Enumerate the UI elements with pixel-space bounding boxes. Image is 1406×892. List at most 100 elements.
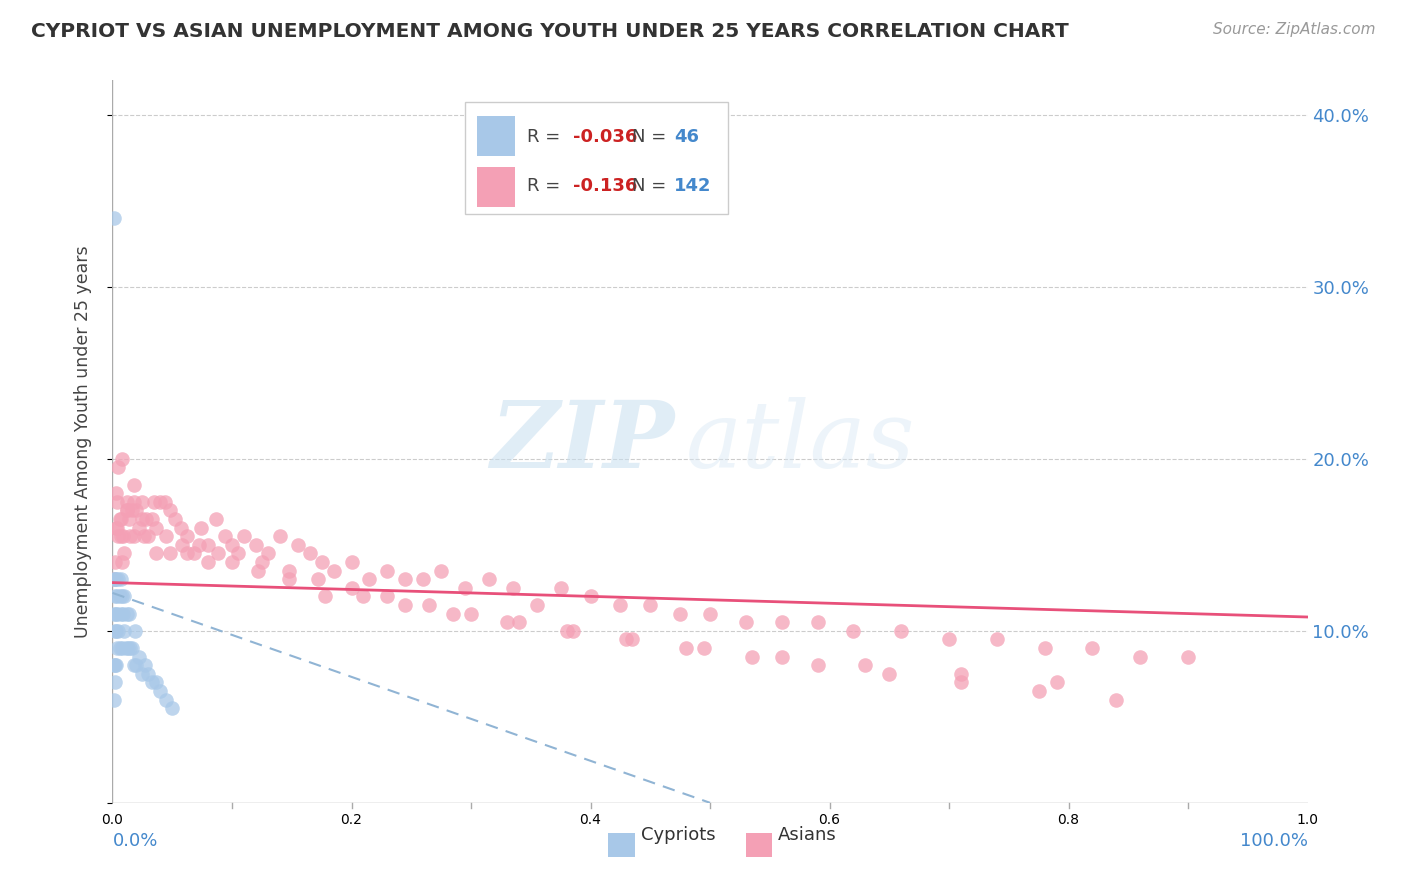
Point (108, 640, 131, 655)
Point (430, 564, 453, 578)
Point (114, 640, 136, 655)
Text: -0.136: -0.136 (572, 178, 637, 195)
Point (132, 529, 155, 543)
Point (115, 494, 138, 508)
Text: 0.0%: 0.0% (112, 831, 157, 850)
Point (561, 624, 583, 638)
Point (145, 675, 167, 690)
Point (250, 555, 273, 569)
Point (247, 564, 270, 578)
Point (890, 624, 912, 638)
Point (855, 658, 877, 673)
Point (307, 572, 329, 586)
Point (105, 494, 128, 508)
Point (103, 607, 125, 621)
Point (257, 546, 280, 560)
Text: 46: 46 (675, 128, 699, 145)
Point (278, 564, 301, 578)
Point (128, 649, 150, 664)
Point (502, 581, 524, 595)
Point (108, 590, 131, 604)
Point (105, 607, 128, 621)
Point (278, 572, 301, 586)
Text: 100.0%: 100.0% (1240, 831, 1308, 850)
Bar (747, 833, 772, 857)
Text: atlas: atlas (686, 397, 915, 486)
Text: 142: 142 (675, 178, 711, 195)
Point (441, 607, 464, 621)
Text: CYPRIOT VS ASIAN UNEMPLOYMENT AMONG YOUTH UNDER 25 YEARS CORRELATION CHART: CYPRIOT VS ASIAN UNEMPLOYMENT AMONG YOUT… (31, 22, 1069, 41)
Point (118, 512, 141, 526)
Point (1046, 675, 1069, 690)
Point (693, 640, 716, 655)
Point (104, 572, 127, 586)
Point (214, 529, 236, 543)
Point (122, 477, 145, 491)
Point (197, 538, 219, 552)
Point (163, 512, 186, 526)
Point (579, 590, 602, 604)
Point (986, 632, 1008, 647)
Text: -0.036: -0.036 (572, 128, 637, 145)
Point (107, 624, 129, 638)
Point (1129, 649, 1152, 664)
Point (159, 546, 181, 560)
Point (105, 624, 128, 638)
Point (105, 590, 128, 604)
Point (149, 684, 172, 698)
Point (104, 658, 127, 673)
Point (155, 692, 177, 706)
Point (1081, 640, 1104, 655)
Point (770, 649, 793, 664)
Point (879, 666, 901, 681)
Point (621, 632, 644, 647)
Point (269, 529, 291, 543)
Point (394, 598, 416, 612)
Point (245, 538, 267, 552)
Point (120, 640, 142, 655)
Point (169, 520, 191, 534)
Bar (477, 116, 515, 156)
Point (207, 546, 229, 560)
Point (141, 512, 163, 526)
Point (110, 512, 132, 526)
Point (131, 666, 153, 681)
Point (314, 590, 336, 604)
Point (135, 512, 157, 526)
Point (131, 494, 153, 508)
Point (1105, 692, 1128, 706)
Point (205, 512, 228, 526)
Point (143, 494, 166, 508)
Point (131, 512, 153, 526)
Point (141, 675, 163, 690)
Point (287, 538, 309, 552)
Point (118, 607, 141, 621)
Point (950, 675, 973, 690)
Point (233, 529, 256, 543)
Point (145, 546, 167, 560)
Point (111, 555, 134, 569)
Point (104, 675, 127, 690)
Point (114, 546, 135, 560)
Point (322, 564, 344, 578)
Point (190, 520, 212, 534)
Point (159, 503, 181, 517)
Point (112, 529, 135, 543)
Point (418, 598, 440, 612)
Point (107, 460, 129, 475)
Point (115, 503, 138, 517)
Point (526, 598, 548, 612)
Point (938, 632, 960, 647)
Point (145, 520, 167, 534)
Point (807, 615, 830, 630)
Point (111, 640, 134, 655)
Point (110, 529, 132, 543)
Point (120, 529, 142, 543)
Point (197, 555, 219, 569)
Point (352, 590, 374, 604)
Point (105, 640, 128, 655)
Point (221, 555, 243, 569)
Point (105, 572, 128, 586)
Text: N =: N = (633, 128, 672, 145)
Point (340, 555, 363, 569)
